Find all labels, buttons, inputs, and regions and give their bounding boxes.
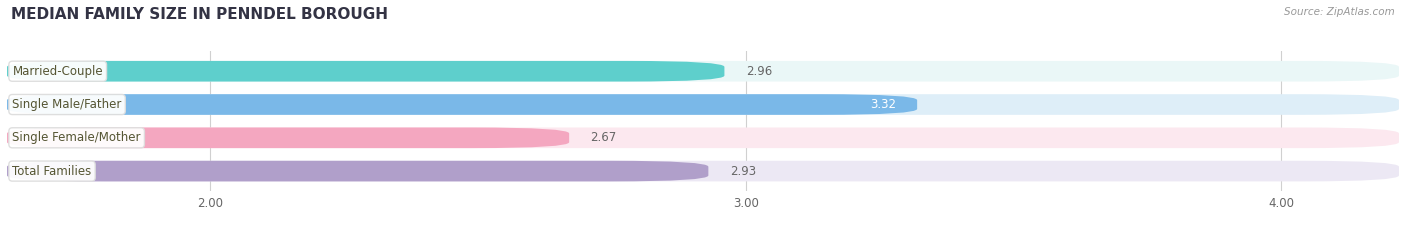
Text: Source: ZipAtlas.com: Source: ZipAtlas.com [1284,7,1395,17]
FancyBboxPatch shape [7,127,1399,148]
Text: Single Female/Mother: Single Female/Mother [13,131,141,144]
Text: 2.67: 2.67 [591,131,617,144]
Text: Single Male/Father: Single Male/Father [13,98,122,111]
FancyBboxPatch shape [7,61,1399,82]
FancyBboxPatch shape [7,61,724,82]
FancyBboxPatch shape [7,94,1399,115]
Text: Total Families: Total Families [13,164,91,178]
Text: 2.93: 2.93 [730,164,756,178]
Text: 3.32: 3.32 [870,98,896,111]
Text: 2.96: 2.96 [745,65,772,78]
FancyBboxPatch shape [7,161,1399,182]
FancyBboxPatch shape [7,161,709,182]
FancyBboxPatch shape [7,127,569,148]
Text: MEDIAN FAMILY SIZE IN PENNDEL BOROUGH: MEDIAN FAMILY SIZE IN PENNDEL BOROUGH [11,7,388,22]
Text: Married-Couple: Married-Couple [13,65,103,78]
FancyBboxPatch shape [7,94,917,115]
